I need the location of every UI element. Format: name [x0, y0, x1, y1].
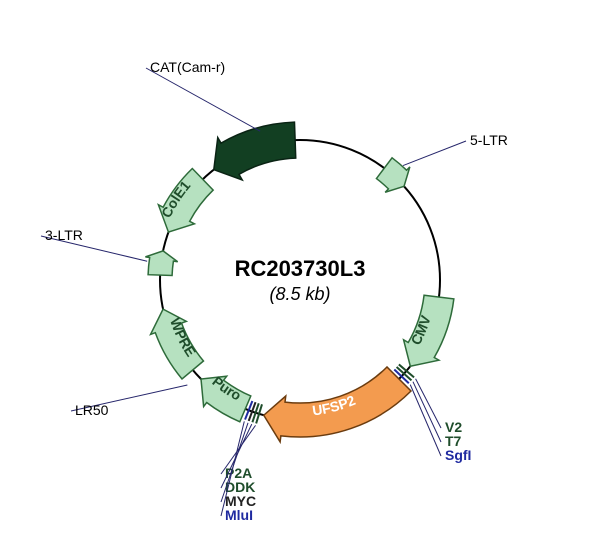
- leader-v2: [416, 379, 441, 428]
- plasmid-map: CMVUFSP2PuroWPREColE15-LTR3-LTRCAT(Cam-r…: [0, 0, 600, 535]
- leader-cat: [146, 68, 260, 131]
- label-mlui: MluI: [225, 507, 253, 523]
- plasmid-name: RC203730L3: [235, 256, 366, 281]
- label-5ltr: 5-LTR: [470, 132, 508, 148]
- plasmid-size: (8.5 kb): [269, 284, 330, 304]
- leader-sgfi: [410, 385, 441, 456]
- feature-3ltr: [145, 251, 177, 276]
- leader-t7: [413, 382, 441, 442]
- label-lr50: LR50: [75, 402, 109, 418]
- label-sgfi: SgfI: [445, 447, 471, 463]
- leader-5ltr: [403, 141, 466, 166]
- label-cat: CAT(Cam-r): [150, 59, 225, 75]
- label-3ltr: 3-LTR: [45, 227, 83, 243]
- feature-cat: [214, 122, 296, 180]
